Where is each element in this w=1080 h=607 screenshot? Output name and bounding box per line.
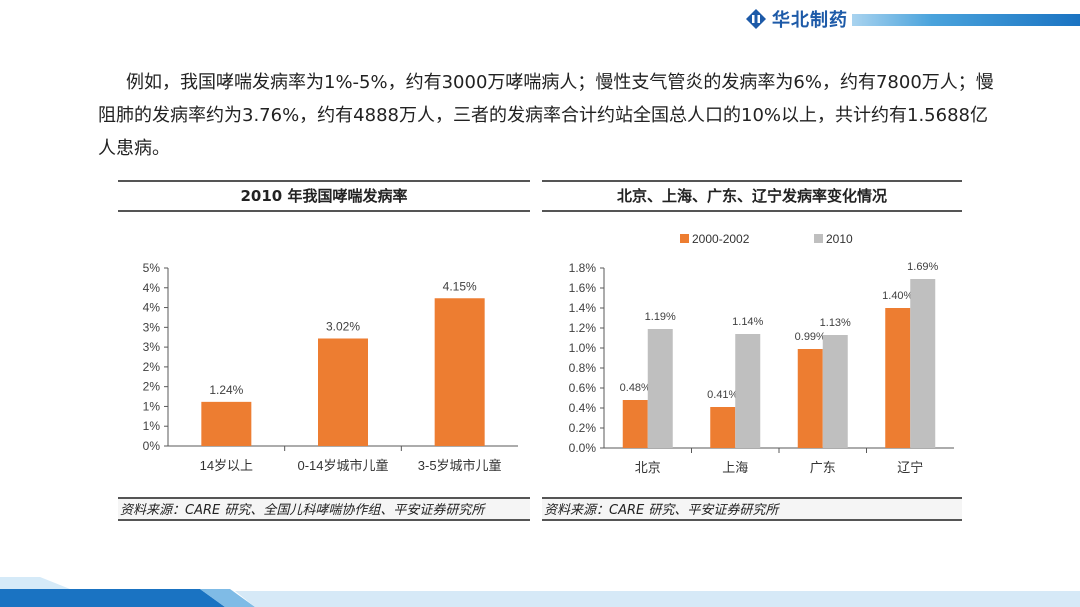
bar-orange [710,407,736,448]
y-tick-label: 1.4% [569,301,597,315]
legend-label: 2010 [826,232,853,246]
x-tick-label: 上海 [722,460,748,475]
bar-gray [647,329,673,448]
y-tick-label: 1.8% [569,261,597,275]
y-tick-label: 1.6% [569,281,597,295]
brand-logo-icon [746,9,766,29]
data-label: 1.24% [209,383,243,397]
panel-source: 资料来源：CARE 研究、全国儿科哮喘协作组、平安证券研究所 [118,497,530,521]
data-label: 1.13% [820,317,851,329]
y-tick-label: 2% [143,380,161,394]
footer-decoration [0,577,1080,607]
y-tick-label: 4% [143,281,161,295]
panel-source: 资料来源：CARE 研究、平安证券研究所 [542,497,962,521]
data-label: 0.48% [620,382,651,394]
bar-orange [885,308,911,448]
data-label: 1.19% [645,311,676,323]
legend-swatch [814,234,823,243]
data-label: 1.14% [732,316,763,328]
panel-title: 2010 年我国哮喘发病率 [118,180,530,212]
x-tick-label: 北京 [635,460,661,475]
y-tick-label: 0.8% [569,361,597,375]
bar-orange [622,400,648,448]
intro-paragraph: 例如，我国哮喘发病率为1%-5%，约有3000万哮喘病人；慢性支气管炎的发病率为… [98,66,998,165]
y-tick-label: 3% [143,340,161,354]
y-tick-label: 3% [143,320,161,334]
bar-gray [735,334,761,448]
data-label: 1.69% [907,261,938,273]
panel-title: 北京、上海、广东、辽宁发病率变化情况 [542,180,962,212]
y-tick-label: 1% [143,399,161,413]
asthma-rate-chart: 0% 1% 1% 2% 2% 3% 3% 4% 4% 5% 1.24% 14岁以上 3.02% 0-14岁… [143,261,518,473]
y-tick-label: 2% [143,360,161,374]
x-tick-label: 3-5岁城市儿童 [418,458,502,473]
brand-name: 华北制药 [772,10,848,31]
y-tick-label: 5% [143,261,161,275]
bar [434,298,485,446]
x-tick-label: 14岁以上 [200,458,253,473]
regional-rate-chart: 0.0% 0.2% 0.4% 0.6% 0.8% 1.0% 1.2% 1.4% 1.6% 1.8%… [569,232,954,475]
legend-label: 2000-2002 [692,232,750,246]
y-tick-label: 0% [143,439,161,453]
bar [201,401,252,446]
y-tick-label: 1.0% [569,341,597,355]
legend-swatch [680,234,689,243]
data-label: 1.40% [882,290,913,302]
bar-gray [910,279,936,448]
regional-rate-panel: 北京、上海、广东、辽宁发病率变化情况 0.0% 0.2% 0.4% 0.6% 0.8% 1… [542,178,962,524]
x-tick-label: 辽宁 [897,460,923,475]
y-tick-label: 0.4% [569,401,597,415]
header-accent-bar [852,14,1080,26]
bar-gray [822,335,848,448]
y-tick-label: 4% [143,301,161,315]
intro-text: 例如，我国哮喘发病率为1%-5%，约有3000万哮喘病人；慢性支气管炎的发病率为… [98,72,994,159]
bar-orange [797,349,823,448]
data-label: 3.02% [326,319,360,333]
x-tick-label: 0-14岁城市儿童 [297,458,388,473]
data-label: 0.99% [795,331,826,343]
x-tick-label: 广东 [810,460,836,475]
y-tick-label: 0.0% [569,441,597,455]
y-tick-label: 1.2% [569,321,597,335]
y-tick-label: 0.2% [569,421,597,435]
y-tick-label: 1% [143,419,161,433]
data-label: 4.15% [443,279,477,293]
bar [318,338,368,446]
data-label: 0.41% [707,389,738,401]
brand-logo-block: 华北制药 [745,6,848,32]
asthma-rate-panel: 2010 年我国哮喘发病率 0% 1% 1% 2% 2% 3% 3% 4% 4% 5% 1.24% 1… [118,178,530,524]
y-tick-label: 0.6% [569,381,597,395]
